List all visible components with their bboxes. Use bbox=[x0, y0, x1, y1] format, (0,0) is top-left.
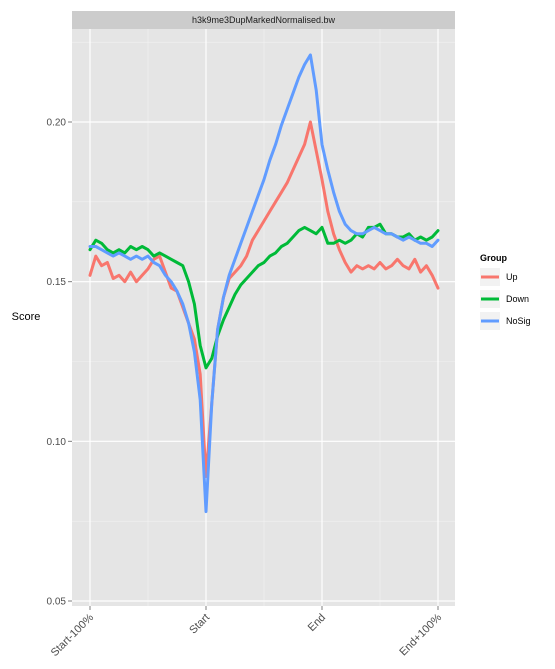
legend-title: Group bbox=[480, 253, 507, 263]
y-axis-label: Score bbox=[12, 311, 41, 323]
major-gridlines bbox=[72, 29, 455, 606]
x-tick-label: Start-100% bbox=[49, 611, 97, 659]
plot-panel bbox=[72, 29, 455, 606]
y-tick-label: 0.10 bbox=[47, 437, 67, 448]
chart-title: h3k9me3DupMarkedNormalised.bw bbox=[192, 15, 336, 25]
y-tick-label: 0.15 bbox=[47, 277, 67, 288]
y-tick-label: 0.20 bbox=[47, 118, 67, 129]
y-tick-labels: 0.05 0.10 0.15 0.20 bbox=[47, 118, 67, 608]
series-line-up bbox=[88, 120, 440, 478]
legend-label-nosig: NoSig bbox=[506, 316, 531, 326]
series-line-nosig bbox=[88, 53, 440, 514]
axis-ticks bbox=[68, 121, 439, 610]
series-line-down bbox=[88, 222, 440, 370]
x-tick-label: End+100% bbox=[397, 611, 444, 658]
series-lines bbox=[88, 53, 440, 514]
y-tick-label: 0.05 bbox=[47, 597, 67, 608]
minor-gridlines bbox=[72, 29, 455, 606]
x-tick-label: End bbox=[306, 612, 328, 634]
legend-label-up: Up bbox=[506, 272, 518, 282]
x-tick-label: Start bbox=[187, 612, 212, 637]
x-tick-labels: Start-100% Start End End+100% bbox=[49, 611, 445, 659]
legend-label-down: Down bbox=[506, 294, 529, 304]
legend: Group Up Down NoSig bbox=[480, 253, 531, 330]
facet-strip bbox=[72, 11, 455, 29]
